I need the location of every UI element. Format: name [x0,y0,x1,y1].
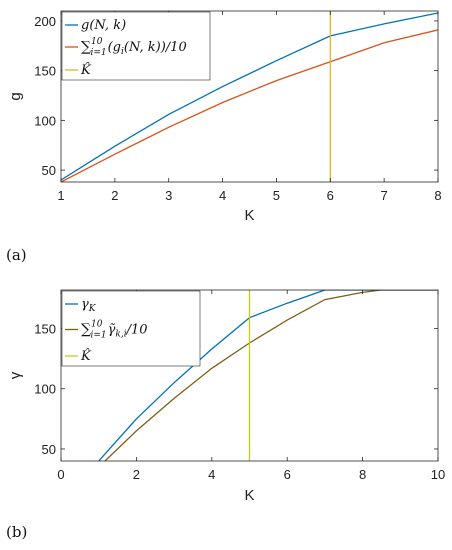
y-tick-label: 100 [34,382,56,397]
legend-box [61,290,201,367]
x-tick-label: 6 [327,188,334,203]
series-line-1 [61,29,438,182]
x-tick-label: 5 [273,188,280,203]
y-tick-label: 150 [34,64,56,79]
x-axis-label: K [244,207,254,224]
panel-label: (b) [6,523,27,541]
x-tick-label: 7 [381,188,388,203]
series-line-0 [61,12,438,181]
y-tick-label: 150 [34,322,56,337]
panel-label: (a) [6,246,27,264]
x-tick-label: 0 [57,467,64,482]
x-tick-label: 10 [431,467,445,482]
legend: g(N, k) ∑10 i=1(gi(N, k))/10 K̂ [61,11,211,81]
axes-box [60,289,439,462]
x-tick-label: 8 [434,188,441,203]
legend-box [61,11,211,81]
x-tick-label: 4 [219,188,226,203]
series-line-0 [98,290,438,461]
y-tick-label: 100 [34,113,56,128]
x-axis-label: K [244,487,254,504]
legend-entry: K̂ [80,348,92,364]
y-tick-label: 50 [42,442,56,457]
x-tick-label: 2 [133,467,140,482]
legend: γK ∑10 i=1γ̃k,i/10 K̂ [61,290,201,367]
x-tick-label: 3 [165,188,172,203]
chart-1: 0 2 4 6 8 10 50 100 150 Kγ (b) γK ∑10 i=1γ̃k,i/10 K̂ [6,289,445,541]
y-axis-label: g [7,92,24,100]
series-line-1 [104,290,438,461]
x-tick-label: 1 [57,188,64,203]
legend-entry: ∑10 i=1γ̃k,i/10 [81,320,148,341]
legend-entry: g(N, k) [81,18,126,33]
x-tick-label: 2 [111,188,118,203]
y-tick-label: 200 [34,14,56,29]
y-tick-label: 50 [42,163,56,178]
x-tick-label: 8 [359,467,366,482]
legend-entry: ∑10 i=1(gi(N, k))/10 [81,37,187,58]
legend-entry: γK [81,297,97,314]
x-tick-label: 4 [208,467,215,482]
y-axis-label: γ [7,371,24,379]
chart-0: 1 2 3 4 5 6 7 8 50 100 150 200 Kg (a) g(N, k) ∑10 i=1(gi… [6,10,442,264]
x-tick-label: 6 [284,467,291,482]
axes-box [60,10,439,183]
legend-entry: K̂ [80,62,92,78]
